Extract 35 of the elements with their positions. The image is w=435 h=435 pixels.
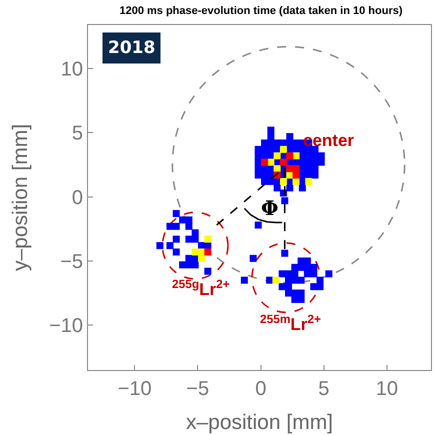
point [192, 248, 199, 256]
y-axis-title: y–position [mm] [9, 124, 32, 272]
annotation: $^{255g}$Lr$^{2+}$ [172, 277, 230, 300]
y-tick-label: 0 [72, 186, 83, 209]
point [286, 152, 294, 160]
annotation: 2018 [108, 38, 156, 58]
x-tick-label: −10 [118, 378, 152, 400]
point [204, 248, 212, 256]
y-tick-label: −10 [49, 315, 83, 338]
x-tick-label: −5 [186, 378, 210, 400]
point [267, 158, 274, 166]
y-tick-label: 10 [60, 58, 83, 81]
point [292, 165, 300, 172]
x-axis-title: x–position [mm] [186, 411, 334, 434]
x-tick-label: 5 [318, 378, 330, 400]
point [280, 158, 287, 166]
x-tick-label: 0 [255, 378, 266, 400]
annotation: Φ [261, 196, 278, 220]
point [280, 146, 287, 153]
chart-title: 1200 ms phase-evolution time (data taken in 10 hours) [119, 5, 403, 18]
point [280, 178, 287, 185]
point [274, 152, 281, 160]
point [292, 172, 300, 179]
point [261, 158, 268, 166]
annotation: center [303, 131, 354, 150]
point [272, 276, 280, 284]
y-tick-label: −5 [60, 250, 83, 273]
point [305, 178, 312, 185]
point [292, 178, 300, 185]
point [204, 236, 212, 243]
y-tick-label: 5 [72, 122, 83, 145]
point [274, 165, 281, 172]
x-tick-label: 10 [376, 378, 398, 400]
point [198, 254, 205, 262]
annotation: $^{255m}$Lr$^{2+}$ [260, 312, 322, 334]
